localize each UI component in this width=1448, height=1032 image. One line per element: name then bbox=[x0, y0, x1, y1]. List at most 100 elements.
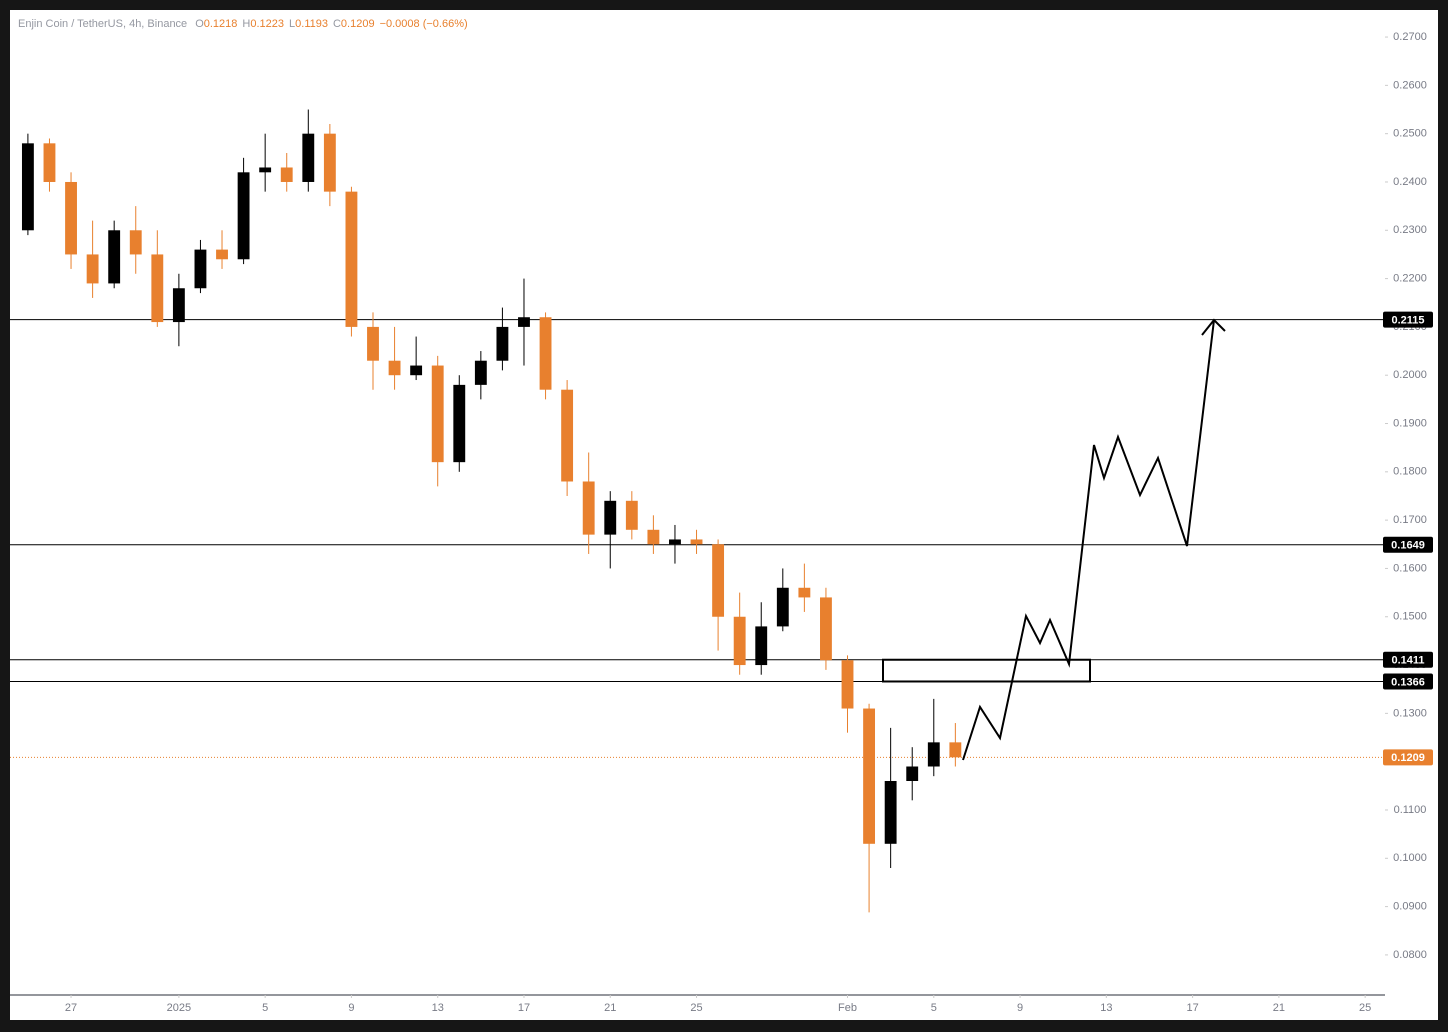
candle-body bbox=[712, 544, 725, 617]
candle-body bbox=[755, 626, 768, 666]
x-tick-label: 17 bbox=[518, 1002, 530, 1014]
ohlc-value: 0.1223 bbox=[250, 18, 284, 30]
candle-body bbox=[518, 317, 530, 327]
candle-body bbox=[561, 389, 574, 482]
y-tick-label: 0.1100 bbox=[1394, 804, 1427, 816]
chart-background bbox=[10, 10, 1438, 1020]
x-tick-label: 21 bbox=[604, 1002, 616, 1014]
candle-body bbox=[129, 230, 142, 255]
y-tick-label: 0.1000 bbox=[1393, 852, 1427, 864]
level-label: 0.1411 bbox=[1391, 655, 1424, 667]
y-tick-label: 0.2500 bbox=[1393, 128, 1427, 140]
candle-body bbox=[669, 539, 681, 545]
candle-body bbox=[453, 384, 466, 463]
y-tick-label: 0.0800 bbox=[1393, 949, 1427, 961]
candle-body bbox=[43, 143, 56, 182]
x-tick-label: 17 bbox=[1186, 1002, 1198, 1014]
candle-body bbox=[410, 365, 423, 376]
x-tick-label: 27 bbox=[65, 1002, 77, 1014]
candle-body bbox=[367, 326, 379, 361]
marks: 0.08000.09000.10000.11000.12000.13000.14… bbox=[10, 31, 1433, 1014]
y-tick-label: 0.2700 bbox=[1393, 31, 1427, 43]
last-price-box bbox=[1383, 749, 1433, 766]
x-tick-label: 13 bbox=[432, 1002, 444, 1014]
candle-body bbox=[906, 766, 919, 781]
level-label: 0.1649 bbox=[1391, 540, 1425, 552]
symbol-title: Enjin Coin / TetherUS, 4h, Binance bbox=[18, 18, 187, 30]
x-tick-label: 2025 bbox=[167, 1002, 191, 1014]
candle-body bbox=[21, 143, 34, 231]
y-tick-label: 0.1700 bbox=[1393, 514, 1427, 526]
ohlc-value: 0.1193 bbox=[295, 18, 328, 30]
x-tick-label: 5 bbox=[931, 1002, 937, 1014]
candle-body bbox=[733, 616, 746, 666]
level-label-box bbox=[1383, 536, 1433, 553]
y-tick-label: 0.1900 bbox=[1393, 417, 1427, 429]
candle-body bbox=[690, 539, 703, 545]
candle-body bbox=[884, 780, 897, 844]
x-tick-label: 9 bbox=[348, 1002, 354, 1014]
x-tick-label: 25 bbox=[1359, 1002, 1371, 1014]
candle-body bbox=[647, 529, 660, 545]
ohlc-label: L bbox=[289, 18, 295, 30]
y-tick-label: 0.2300 bbox=[1393, 224, 1427, 236]
candle-body bbox=[237, 172, 250, 260]
header: Enjin Coin / TetherUS, 4h, Binance O0.121… bbox=[18, 18, 468, 30]
candle-body bbox=[820, 597, 832, 661]
candle-body bbox=[625, 500, 638, 530]
candle-body bbox=[863, 708, 876, 844]
candle-body bbox=[86, 254, 99, 284]
y-tick-label: 0.2400 bbox=[1393, 176, 1427, 188]
level-label: 0.2115 bbox=[1391, 315, 1424, 327]
level-label: 0.1366 bbox=[1391, 676, 1425, 688]
y-tick-label: 0.2600 bbox=[1393, 79, 1427, 91]
candle-body bbox=[431, 365, 444, 463]
last-price-label: 0.1209 bbox=[1391, 752, 1425, 764]
candle-body bbox=[539, 317, 552, 390]
y-tick-label: 0.2200 bbox=[1393, 272, 1427, 284]
x-tick-label: 21 bbox=[1273, 1002, 1285, 1014]
candle-body bbox=[776, 587, 789, 627]
y-tick-label: 0.1500 bbox=[1393, 611, 1427, 623]
y-tick-label: 0.1300 bbox=[1393, 707, 1427, 719]
ohlc-label: H bbox=[242, 18, 250, 30]
candle-body bbox=[280, 167, 293, 182]
candle-body bbox=[388, 360, 401, 376]
candle-body bbox=[259, 167, 272, 173]
candle-body bbox=[496, 326, 509, 361]
ohlc-label: O bbox=[195, 18, 204, 30]
y-tick-label: 0.1600 bbox=[1393, 562, 1427, 574]
level-label-box bbox=[1383, 651, 1433, 668]
candle-body bbox=[151, 254, 164, 323]
x-tick-label: 5 bbox=[262, 1002, 268, 1014]
candle-body bbox=[345, 191, 358, 327]
candle-body bbox=[474, 360, 487, 385]
projection-path bbox=[962, 319, 1215, 761]
change: −0.0008 (−0.66%) bbox=[380, 18, 468, 30]
candle-body bbox=[582, 481, 595, 535]
candle-body bbox=[65, 181, 77, 255]
y-tick-label: 0.0900 bbox=[1393, 901, 1427, 913]
candle-body bbox=[172, 288, 185, 323]
candle-body bbox=[949, 742, 962, 758]
y-tick-label: 0.2000 bbox=[1393, 369, 1427, 381]
level-label-box bbox=[1383, 673, 1433, 690]
x-tick-label: 9 bbox=[1017, 1002, 1023, 1014]
x-tick-label: 25 bbox=[690, 1002, 702, 1014]
candle-body bbox=[108, 230, 121, 284]
projection-arrowhead bbox=[1201, 318, 1226, 336]
candle-body bbox=[841, 660, 854, 709]
x-tick-label: Feb bbox=[838, 1002, 857, 1014]
candle-body bbox=[927, 742, 940, 767]
ohlc-label: C bbox=[333, 18, 341, 30]
ohlc-value: 0.1218 bbox=[204, 18, 238, 30]
ohlc-value: 0.1209 bbox=[341, 18, 375, 30]
candle-body bbox=[798, 587, 811, 598]
y-tick-label: 0.1800 bbox=[1393, 466, 1427, 478]
candle-body bbox=[194, 249, 207, 289]
x-tick-label: 13 bbox=[1100, 1002, 1112, 1014]
zone-box bbox=[882, 658, 1091, 683]
candle-body bbox=[604, 500, 617, 535]
candle-body bbox=[323, 133, 336, 192]
